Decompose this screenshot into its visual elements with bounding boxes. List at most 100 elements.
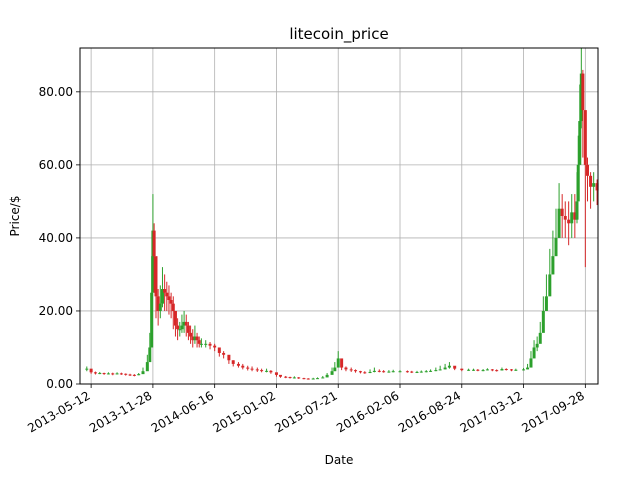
candle-body (354, 370, 358, 372)
candle-body (447, 365, 451, 368)
candle-body (150, 292, 154, 348)
candle-body (575, 201, 579, 220)
candle-body (115, 373, 119, 375)
candle-body (567, 219, 571, 224)
candle-body (152, 230, 156, 257)
candle-body (438, 369, 442, 371)
x-tick-label: 2013-05-12 (25, 388, 92, 435)
candle-body (419, 371, 423, 373)
candle-body (551, 256, 555, 275)
candle-body (204, 343, 208, 345)
candle-body (589, 175, 593, 187)
candle-body (217, 347, 221, 353)
candle-body (250, 368, 254, 370)
candle-body (119, 373, 123, 375)
candle-body (544, 296, 548, 311)
y-axis-label: Price/$ (8, 196, 22, 237)
candle-body (372, 370, 376, 372)
candle-body (292, 377, 296, 379)
y-tick-label: 80.00 (39, 85, 73, 99)
y-tick-label: 0.00 (46, 377, 73, 391)
candle-body (563, 216, 567, 220)
candle-body (410, 371, 414, 373)
candle-body (180, 325, 184, 330)
candle-body (576, 164, 580, 202)
candle-body (535, 343, 539, 348)
candlestick-series (85, 48, 599, 380)
candle-body (178, 329, 182, 331)
candle-body (583, 110, 587, 165)
candle-body (132, 374, 136, 376)
x-tick-label: 2017-09-28 (519, 388, 586, 435)
candle-body (231, 360, 235, 364)
candle-body (595, 183, 599, 191)
candle-body (154, 256, 158, 297)
candle-body (336, 358, 340, 368)
candle-body (495, 370, 499, 372)
candle-body (476, 369, 480, 371)
candle-body (222, 352, 226, 355)
candle-body (387, 371, 391, 373)
candle-body (284, 376, 288, 378)
candle-body (297, 377, 301, 379)
candle-body (557, 208, 561, 238)
candle-body (325, 374, 329, 378)
candle-body (278, 374, 282, 377)
candle-body (424, 371, 428, 373)
candle-body (485, 369, 489, 371)
x-tick-label: 2015-07-21 (272, 388, 339, 435)
candle-body (93, 372, 97, 374)
candle-body (255, 369, 259, 371)
candle-body (288, 377, 292, 379)
candle-body (578, 121, 582, 165)
candle-body (548, 274, 552, 297)
candle-body (246, 367, 250, 369)
candle-body (311, 378, 315, 380)
candle-body (443, 367, 447, 370)
candle-body (274, 372, 278, 375)
candle-body (171, 303, 175, 311)
candle-body (434, 370, 438, 372)
candle-body (541, 310, 545, 333)
candle-body (128, 374, 132, 376)
candle-body (344, 367, 348, 370)
gridlines (80, 48, 598, 385)
candle-body (173, 310, 177, 326)
candle-body (199, 343, 203, 345)
candle-body (111, 373, 115, 375)
x-tick-label: 2017-03-12 (458, 388, 525, 435)
candle-body (585, 164, 589, 176)
candle-body (184, 321, 188, 326)
candle-body (349, 369, 353, 371)
candle-body (197, 340, 201, 344)
y-tick-label: 60.00 (39, 158, 73, 172)
candle-body (581, 73, 585, 111)
candle-body (321, 377, 325, 379)
candle-body (592, 183, 596, 187)
candle-body (269, 370, 273, 373)
candle-body (429, 370, 433, 372)
candle-body (481, 370, 485, 372)
candle-body (158, 303, 162, 311)
candle-body (532, 347, 536, 359)
candle-body (358, 371, 362, 373)
candle-body (165, 292, 169, 297)
candle-body (368, 371, 372, 374)
x-tick-label: 2013-11-28 (87, 388, 154, 435)
candle-body (490, 369, 494, 371)
candle-body (169, 300, 173, 304)
candle-body (85, 368, 89, 370)
candle-body (236, 363, 240, 366)
candle-body (186, 325, 190, 333)
candle-body (151, 230, 155, 293)
candle-body (330, 371, 334, 375)
candle-body (529, 358, 533, 368)
candle-body (405, 371, 409, 373)
candle-body (193, 336, 197, 341)
candle-body (302, 378, 306, 380)
x-axis: 2013-05-122013-11-282014-06-162015-01-02… (25, 384, 587, 435)
candle-body (208, 343, 212, 346)
candle-body (260, 370, 264, 372)
x-tick-label: 2016-08-24 (396, 388, 463, 435)
